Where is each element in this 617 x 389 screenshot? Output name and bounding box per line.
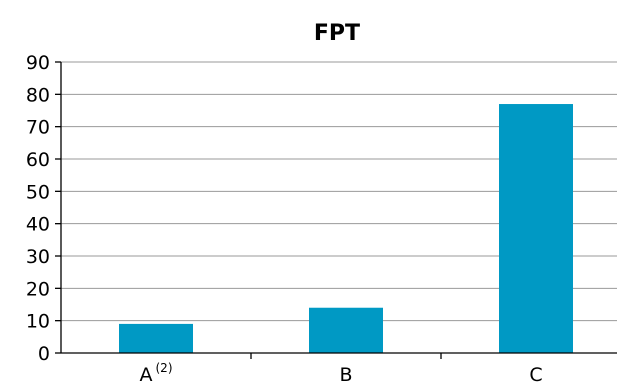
y-tick-labels: 0 10 20 30 40 50 60 70 80 90 xyxy=(26,52,50,365)
y-tick-label: 10 xyxy=(26,311,50,333)
y-tick-label: 20 xyxy=(26,278,50,300)
y-tick-label: 90 xyxy=(26,52,50,74)
y-tick-label: 0 xyxy=(38,343,50,365)
chart-title: FPT xyxy=(314,21,360,46)
bar-c xyxy=(499,104,573,354)
x-tick-label-a: A (2) xyxy=(140,361,173,386)
x-tick-labels: A (2) B C xyxy=(140,361,543,386)
y-tick-label: 50 xyxy=(26,181,50,203)
x-tick-label-c: C xyxy=(529,364,542,386)
x-tick-footnote: (2) xyxy=(156,361,173,375)
bar-b xyxy=(309,307,383,353)
grid-lines xyxy=(61,61,617,322)
y-tick-label: 60 xyxy=(26,149,50,171)
y-tick-label: 30 xyxy=(26,246,50,268)
axes xyxy=(55,61,617,359)
y-tick-label: 70 xyxy=(26,117,50,139)
bar-a xyxy=(119,323,193,353)
x-tick-label-b: B xyxy=(339,364,352,386)
y-tick-label: 40 xyxy=(26,214,50,236)
bars xyxy=(119,104,573,354)
y-tick-label: 80 xyxy=(26,84,50,106)
